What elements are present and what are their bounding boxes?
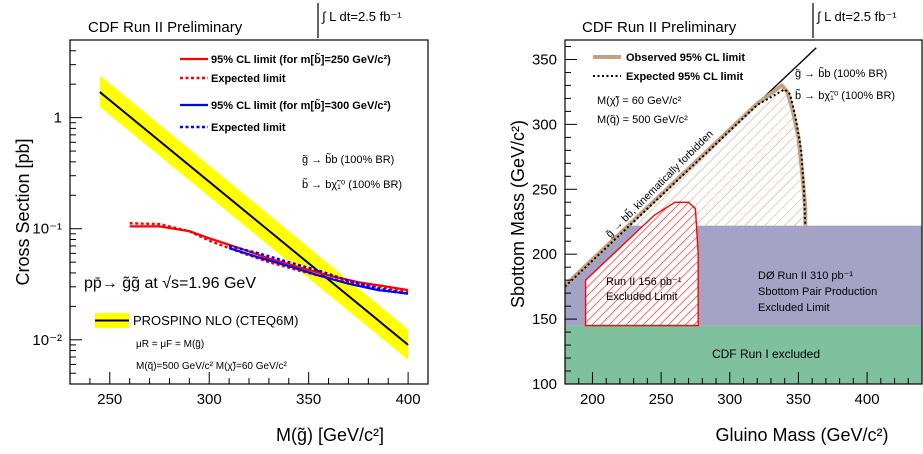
- legend-red-solid-label: 95% CL limit (for m[b̃]=250 GeV/c²): [211, 53, 391, 66]
- right-y-tick-label: 350: [532, 51, 557, 68]
- right-plot-area: [565, 40, 922, 384]
- right-title: CDF Run II Preliminary: [582, 19, 737, 36]
- right-mchi-annotation: M(χ̃) = 60 GeV/c²: [597, 95, 682, 107]
- left-y-tick-label: 10⁻²: [32, 332, 62, 349]
- right-x-tick-label: 300: [717, 391, 742, 408]
- left-x-tick-label: 400: [396, 391, 421, 408]
- legend-expected-label: Expected 95% CL limit: [626, 71, 744, 83]
- left-y-tick-label: 10⁻¹: [32, 221, 62, 238]
- right-x-axis-label: Gluino Mass (GeV/c²): [715, 425, 888, 445]
- legend-red-dotted-label: Expected limit: [211, 73, 286, 85]
- left-x-tick-label: 350: [296, 391, 321, 408]
- right-x-tick-label: 250: [649, 391, 674, 408]
- right-y-axis-label: Sbottom Mass (GeV/c²): [508, 120, 528, 308]
- left-x-axis-label: M(g̃) [GeV/c²]: [276, 425, 384, 445]
- d0-label-3: Excluded Limit: [758, 302, 830, 314]
- d0-label-1: DØ Run II 310 pb⁻¹: [758, 270, 853, 282]
- left-x-tick-label: 300: [197, 391, 222, 408]
- right-y-tick-label: 200: [532, 246, 557, 263]
- right-x-tick-label: 350: [786, 391, 811, 408]
- left-theory-line: [99, 91, 409, 346]
- region-observed-hatch: [565, 85, 806, 286]
- right-y-tick-label: 150: [532, 311, 557, 328]
- right-decay2-annotation: b̃ → bχ̃₁⁰ (100% BR): [795, 89, 895, 102]
- legend-theory-label: PROSPINO NLO (CTEQ6M): [133, 313, 298, 328]
- run2-156-label-2: Excluded Limit: [606, 291, 678, 303]
- right-y-tick-label: 250: [532, 181, 557, 198]
- left-x-tick-label: 250: [97, 391, 122, 408]
- right-y-tick-label: 300: [532, 116, 557, 133]
- left-decay1-annotation: g̃ → b̃b (100% BR): [302, 153, 394, 166]
- left-chart: 250 300 350 400 1 10⁻¹ 10⁻² CDF Run II Prelim…: [13, 3, 429, 445]
- right-y-ticks: 100 150 200 250 300 350: [532, 45, 577, 393]
- right-x-tick-label: 200: [580, 391, 605, 408]
- legend-blue-dotted-label: Expected limit: [211, 122, 286, 134]
- d0-label-2: Sbottom Pair Production: [758, 286, 877, 298]
- left-luminosity: ∫ L dt=2.5 fb⁻¹: [321, 9, 402, 24]
- left-x-ticks: 250 300 350 400: [69, 372, 429, 408]
- left-plot-area: [99, 75, 409, 360]
- left-red-observed: [129, 225, 409, 292]
- legend-observed-label: Observed 95% CL limit: [626, 52, 745, 64]
- legend-blue-solid-label: 95% CL limit (for m[b̃]=300 GeV/c²): [211, 99, 391, 112]
- cdf-run1-label: CDF Run I excluded: [712, 347, 820, 361]
- run2-156-label-1: Run II 156 pb⁻¹: [606, 276, 682, 288]
- left-title: CDF Run II Preliminary: [88, 19, 243, 36]
- right-decay1-annotation: g̃ → b̃b (100% BR): [795, 67, 887, 80]
- left-y-axis-label: Cross Section [pb]: [13, 138, 33, 285]
- right-mq-annotation: M(q̃) = 500 GeV/c²: [597, 114, 688, 126]
- left-blue-expected: [228, 244, 409, 295]
- right-chart: 200 250 300 350 400 100 150 200 250 300 350 CDF R…: [508, 3, 923, 445]
- left-y-tick-label: 1: [54, 110, 62, 127]
- left-decay2-annotation: b̃ → bχ̃₁⁰ (100% BR): [302, 178, 402, 191]
- left-process-annotation: pp̄→ g̃g̃ at √s=1.96 GeV: [84, 275, 256, 292]
- right-x-tick-label: 400: [855, 391, 880, 408]
- region-cdf-run1: [565, 325, 922, 384]
- right-luminosity: ∫ L dt=2.5 fb⁻¹: [816, 9, 897, 24]
- left-blue-observed: [228, 246, 409, 295]
- left-masses-annotation: M(q̃)=500 GeV/c² M(χ̃)=60 GeV/c²: [136, 361, 288, 372]
- left-scale-annotation: μR = μF = M(g̃): [136, 339, 204, 350]
- region-run2-156-hatch: [584, 201, 699, 327]
- right-y-tick-label: 100: [532, 376, 557, 393]
- left-y-ticks: 1 10⁻¹ 10⁻²: [32, 39, 82, 385]
- right-x-ticks: 200 250 300 350 400: [564, 372, 923, 408]
